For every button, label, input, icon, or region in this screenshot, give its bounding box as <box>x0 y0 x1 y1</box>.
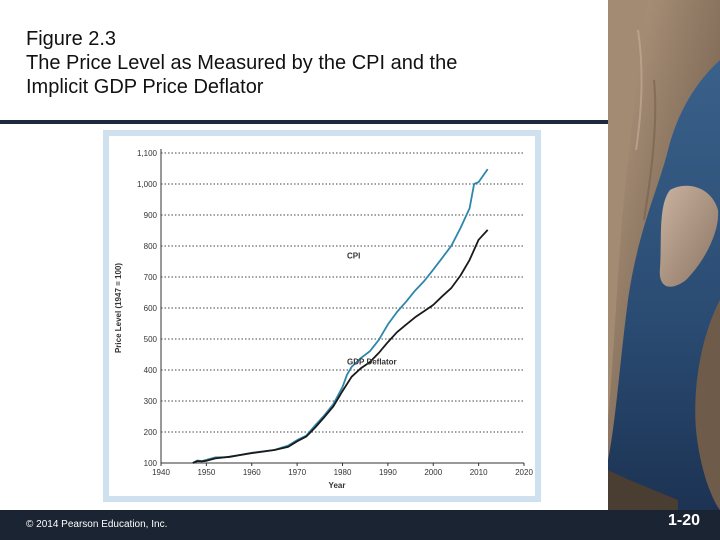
x-tick-label: 1970 <box>288 468 306 477</box>
y-tick-label: 1,100 <box>137 149 158 158</box>
y-tick-label: 700 <box>144 273 158 282</box>
x-tick-label: 1980 <box>334 468 352 477</box>
tick-labels: 100 200 300 400 500 600 700 800 900 1,000 1,100 194… <box>137 149 533 477</box>
x-tick-label: 2000 <box>424 468 442 477</box>
slide-number: 1-20 <box>668 512 701 529</box>
y-tick-label: 300 <box>144 397 158 406</box>
y-axis-label: Price Level (1947 = 100) <box>114 263 123 353</box>
y-tick-label: 200 <box>144 428 158 437</box>
x-tick-label: 1950 <box>197 468 215 477</box>
y-tick-label: 900 <box>144 211 158 220</box>
x-axis-label: Year <box>329 481 346 490</box>
figure-number: Figure 2.3 <box>26 28 117 50</box>
copyright-notice: © 2014 Pearson Education, Inc. <box>26 519 168 530</box>
price-level-chart: 100 200 300 400 500 600 700 800 900 1,000 1,100 194… <box>114 149 533 490</box>
figure-caption-line-2: Implicit GDP Price Deflator <box>26 76 264 98</box>
gridlines <box>161 152 524 433</box>
gdp-deflator-series-label: GDP Deflator <box>347 357 397 366</box>
chart-panel: 100 200 300 400 500 600 700 800 900 1,000 1,100 194… <box>103 130 541 502</box>
y-tick-label: 400 <box>144 366 158 375</box>
gdp-deflator-line <box>192 229 489 464</box>
chart-area: 100 200 300 400 500 600 700 800 900 1,000 1,100 194… <box>109 136 535 496</box>
slide-title: Figure 2.3 The Price Level as Measured b… <box>26 27 596 99</box>
y-tick-label: 1,000 <box>137 180 158 189</box>
title-divider <box>0 120 608 124</box>
y-tick-label: 800 <box>144 242 158 251</box>
figure-caption-line-1: The Price Level as Measured by the CPI a… <box>26 52 458 74</box>
footer-bar <box>0 510 720 540</box>
cpi-line <box>192 168 489 464</box>
decorative-rock-image <box>608 0 720 540</box>
series-lines <box>192 168 489 464</box>
cpi-series-label: CPI <box>347 251 360 260</box>
series-labels: CPI GDP Deflator <box>347 251 397 366</box>
y-tick-label: 600 <box>144 304 158 313</box>
x-tick-label: 1940 <box>152 468 170 477</box>
y-tick-label: 100 <box>144 459 158 468</box>
rock-photo-graphic <box>608 0 720 540</box>
x-tick-label: 1990 <box>379 468 397 477</box>
y-tick-label: 500 <box>144 335 158 344</box>
x-tick-label: 2010 <box>470 468 488 477</box>
axes <box>160 149 525 466</box>
x-tick-label: 2020 <box>515 468 533 477</box>
x-tick-label: 1960 <box>243 468 261 477</box>
